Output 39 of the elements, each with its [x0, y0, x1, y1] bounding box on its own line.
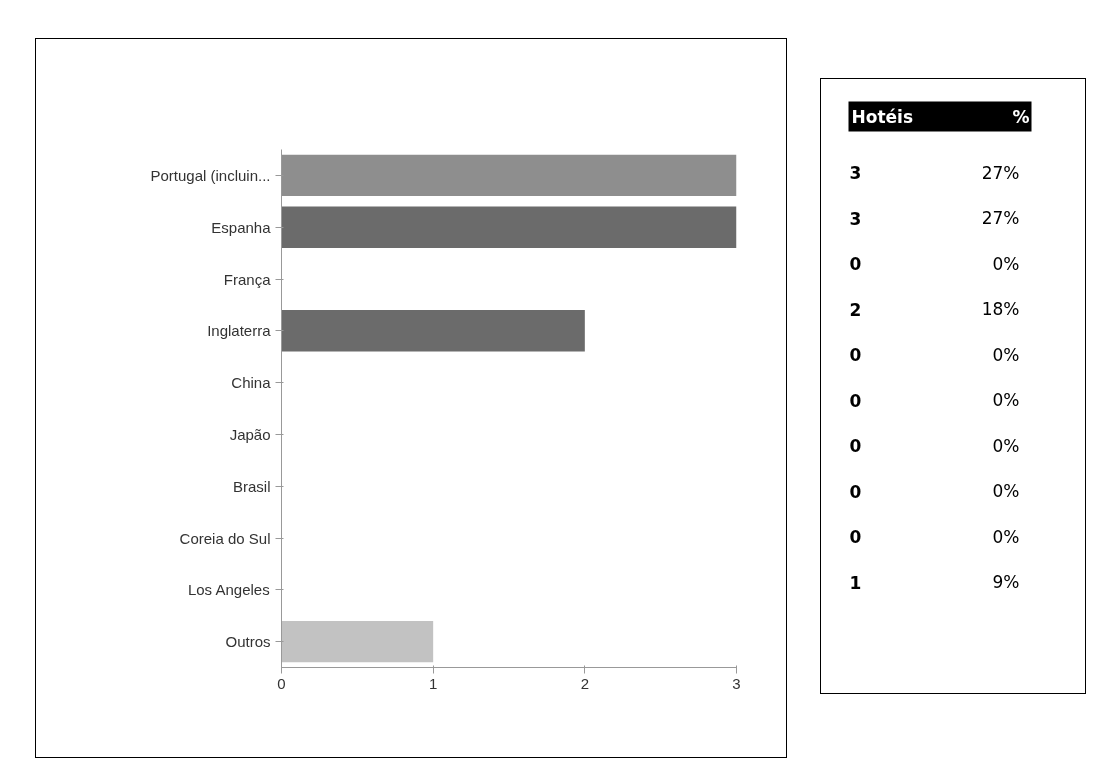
bar [281, 206, 737, 248]
text: 3 [849, 208, 862, 229]
text: 0% [992, 526, 1020, 547]
text: 27% [981, 162, 1020, 183]
x-tick-label: 1 [429, 674, 438, 692]
y-tick-label: França [223, 270, 272, 288]
text: 0% [992, 344, 1020, 365]
text: 2 [849, 299, 862, 320]
y-tick-label: Outros [225, 633, 271, 651]
y-tick-label: China [231, 374, 272, 392]
text: 0 [849, 254, 862, 274]
text: 0% [992, 390, 1020, 410]
text: 0 [849, 436, 862, 456]
text: 3 [849, 163, 862, 183]
text: 1 [849, 572, 862, 593]
text: 9% [992, 572, 1020, 592]
y-tick-label: Los Angeles [187, 581, 270, 599]
text: 18% [981, 299, 1020, 319]
y-tick-label: Espanha [211, 218, 272, 236]
text: 0% [992, 481, 1020, 501]
y-tick-label: Portugal (incluin... [150, 166, 271, 184]
y-tick-label: Japão [229, 425, 271, 443]
y-tick-label: Brasil [232, 477, 271, 495]
text: Hotéis [851, 106, 914, 127]
text: 0 [849, 527, 862, 547]
text: 27% [981, 208, 1020, 228]
x-tick-label: 0 [277, 674, 286, 692]
text: 0 [849, 390, 862, 411]
x-tick-label: 2 [580, 674, 590, 692]
bar [281, 620, 434, 663]
text: 0% [992, 253, 1020, 274]
y-tick-label: Inglaterra [207, 322, 272, 340]
text: % [1012, 106, 1030, 127]
text: 0% [992, 435, 1020, 456]
bar [281, 310, 585, 352]
x-tick-label: 3 [732, 674, 741, 692]
text: 0 [849, 481, 862, 502]
text: 0 [849, 345, 862, 365]
y-tick-label: Coreia do Sul [179, 529, 271, 547]
